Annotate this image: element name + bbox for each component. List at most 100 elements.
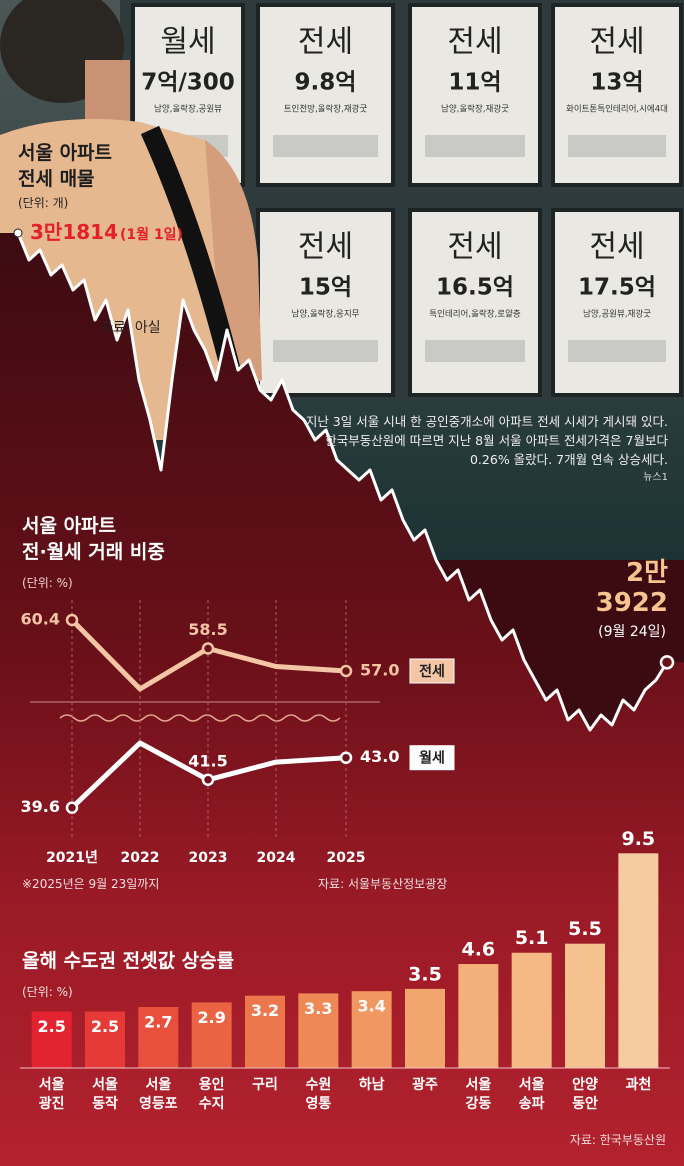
supply-line [16, 232, 669, 732]
value-label: 2.7 [144, 1012, 172, 1031]
sign-price: 7억/300 [141, 70, 235, 96]
x-tick-label: 용인 수지 [198, 1077, 225, 1112]
area-fill [0, 233, 684, 1166]
title-line: 전세 매물 [18, 168, 95, 190]
x-tick-label: 2021년 [46, 850, 98, 866]
sign-type: 전세 [589, 25, 644, 60]
blur-strip [568, 135, 666, 157]
x-tick-label: 수원 영통 [305, 1077, 332, 1112]
blur-strip [568, 340, 666, 362]
x-tick-label: 구리 [252, 1077, 278, 1093]
title-line: 전·월세 거래 비중 [22, 541, 165, 563]
bar [458, 964, 499, 1068]
point [339, 664, 353, 678]
sign-type: 전세 [298, 230, 353, 265]
bar [31, 1011, 72, 1068]
x-tick-label: 서울 강동 [465, 1077, 492, 1112]
bar [138, 1006, 179, 1068]
x-tick-label: 2022 [121, 850, 160, 866]
value-label: 9.5 [621, 828, 655, 850]
sign-price: 15억 [299, 275, 352, 301]
value-label: 5.1 [515, 927, 549, 949]
sign-detail: 남양,공원뷰,재광굿 [583, 309, 651, 320]
source: 자료: 서울부동산정보광장 [318, 877, 448, 891]
value-label: 60.4 [21, 610, 60, 629]
legend-label: 월세 [419, 750, 445, 767]
value-label: 3만1814 [30, 220, 118, 244]
bar [85, 1011, 125, 1068]
bar [298, 993, 339, 1068]
sign-detail: 남양,올락장,응지무 [292, 309, 360, 320]
bar [351, 991, 392, 1068]
chart-title: 올해 수도권 전셋값 상승률 [22, 950, 235, 972]
bar [511, 952, 552, 1068]
sign [408, 208, 542, 397]
sign-price: 16.5억 [436, 275, 514, 301]
end-point [659, 655, 675, 670]
value-label: 3.3 [304, 999, 332, 1018]
sign-detail: 화이트톤특인테리어,시에4대 [566, 104, 668, 115]
value-label: 39.6 [21, 797, 60, 816]
sign-price: 17.5억 [578, 275, 656, 301]
x-tick-label: 2023 [189, 850, 228, 866]
bar [191, 1002, 232, 1068]
x-tick-label: 과천 [625, 1077, 652, 1093]
start-label: 3만1814 (1월 1일) [30, 220, 183, 244]
x-tick-label: 광주 [412, 1077, 438, 1093]
value-label: 4.6 [461, 939, 495, 961]
date-label: (1월 1일) [119, 227, 183, 243]
legend-box [409, 745, 455, 771]
value-label: 3.4 [357, 997, 385, 1016]
axis-break [59, 714, 341, 722]
unit-label: (단위: %) [22, 576, 73, 590]
point [339, 751, 353, 764]
bar [618, 853, 659, 1068]
sign-type: 전세 [298, 25, 353, 60]
x-tick-label: 서울 동작 [92, 1077, 118, 1112]
bar [405, 988, 445, 1068]
signs: 월세7억/300남양,올락장,공원뷰전세9.8억트인전망,올락장,재광굿전세11… [131, 3, 683, 397]
point [201, 642, 215, 655]
value-label: 3.2 [251, 1001, 279, 1020]
sign-price: 9.8억 [295, 70, 357, 96]
share-chart: 2021년 2022 2023 2024 2025 60.4 58.5 57.0 전세 39.6 4… [21, 600, 455, 866]
unit-label: (단위: 개) [18, 196, 69, 210]
x-tick-label: 2024 [257, 850, 296, 866]
x-tick-label: 2025 [327, 850, 366, 866]
photo-credit: 뉴스1 [643, 472, 668, 483]
blur-strip [425, 135, 525, 157]
value-label: 57.0 [360, 661, 399, 680]
bar [565, 943, 605, 1068]
value-label: 3.5 [408, 963, 442, 985]
point [65, 613, 79, 627]
x-tick-label: 서울 광진 [38, 1077, 65, 1112]
sign-type: 전세 [589, 230, 644, 265]
sign-detail: 남양,올락장,재광굿 [441, 104, 509, 115]
sign [256, 208, 395, 397]
point [201, 773, 215, 786]
unit-label: (단위: %) [22, 985, 73, 999]
source: 자료: 아실 [100, 320, 161, 336]
sign-type: 전세 [447, 230, 502, 265]
blur-strip [273, 340, 378, 362]
end-value-label: 2만 3922 [595, 558, 668, 619]
blur-strip [425, 340, 525, 362]
value-label: 58.5 [188, 620, 227, 639]
x-tick-label: 안양 동안 [572, 1077, 598, 1112]
sign-type: 전세 [447, 25, 502, 60]
sign-type: 월세 [160, 25, 215, 60]
blur-strip [273, 135, 378, 157]
legend-label: 전세 [419, 663, 445, 680]
x-tick-label: 서울 영등포 [139, 1077, 178, 1112]
arm [205, 140, 262, 395]
sign-detail: 트인전망,올락장,재광굿 [284, 104, 368, 115]
title-line: 서울 아파트 [18, 142, 113, 164]
bar [245, 995, 285, 1068]
rise-chart: 2.5 2.5 2.7 2.9 3.2 3.3 3.4 3.5 4.6 5.1 5.5 9.5 [20, 828, 670, 1069]
neck [85, 60, 130, 130]
title-line: 서울 아파트 [22, 515, 117, 537]
legend-box [409, 658, 455, 684]
end-date-label: (9월 24일) [598, 624, 666, 641]
